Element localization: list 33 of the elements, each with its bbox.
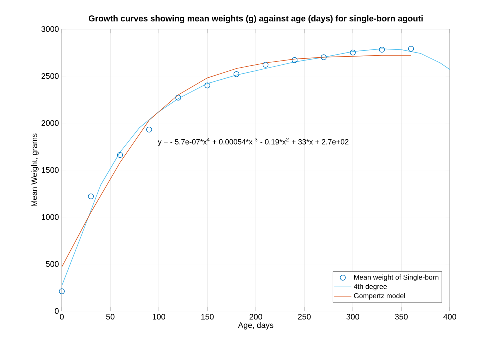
y-tick-label: 2500: [42, 73, 59, 80]
x-axis-title: Age, days: [238, 322, 274, 330]
x-tick-label: 150: [202, 314, 214, 320]
point: [292, 57, 298, 64]
x-tick-label: 50: [106, 314, 115, 320]
y-tick-label: 1000: [42, 214, 59, 220]
y-tick-label: 0: [55, 308, 59, 314]
x-tick-label: 0: [60, 314, 64, 320]
point: [234, 71, 240, 78]
x-tick-label: 300: [346, 314, 360, 320]
point: [321, 54, 327, 60]
point: [262, 62, 269, 68]
point: [59, 288, 65, 294]
point: [117, 152, 124, 158]
line-series: [62, 55, 412, 268]
y-tick-label: 1500: [42, 167, 59, 174]
point: [379, 47, 386, 53]
x-tick-label: 250: [298, 314, 311, 320]
y-tick-label: 3000: [42, 26, 59, 32]
y-tick-label: 500: [46, 261, 59, 268]
point: [88, 194, 94, 200]
point: [408, 46, 414, 52]
point: [204, 82, 210, 89]
point: [146, 126, 152, 133]
x-tick-label: 350: [395, 314, 408, 320]
y-axis-title: Mean Weight, grams: [31, 134, 39, 206]
y-tick-label: 2000: [42, 120, 59, 126]
point: [176, 94, 182, 101]
x-tick-label: 400: [444, 314, 456, 320]
x-tick-label: 200: [250, 314, 262, 320]
x-tick-label: 100: [153, 314, 166, 320]
chart-title: Growth curves showing mean weights (g) against age (days) for single-born agouti: [89, 15, 423, 24]
point: [350, 50, 356, 56]
